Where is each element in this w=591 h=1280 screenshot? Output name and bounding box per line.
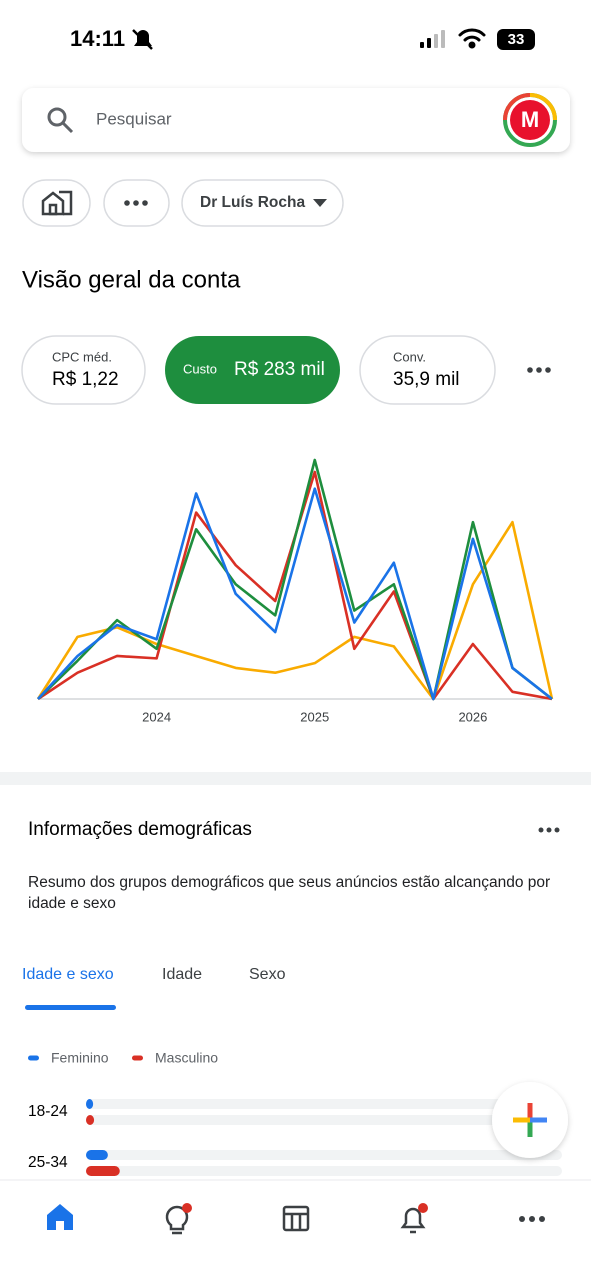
series-line	[37, 458, 553, 701]
metric-value: R$ 283 mil	[234, 359, 325, 380]
tab[interactable]: Sexo	[249, 966, 286, 983]
bar-track	[86, 1150, 562, 1160]
mute-icon	[132, 29, 153, 50]
bar	[86, 1166, 120, 1176]
legend-label: Masculino	[155, 1050, 218, 1066]
x-tick-label: 2026	[458, 709, 487, 724]
nav-more[interactable]	[519, 1216, 545, 1222]
bar-track	[86, 1099, 562, 1109]
nav-insights[interactable]	[165, 1203, 192, 1235]
building-icon	[41, 190, 73, 216]
bar	[86, 1099, 94, 1109]
metric-label: Conv.	[393, 349, 426, 364]
card-description: Resumo dos grupos demográficos que seus …	[28, 874, 551, 912]
line-chart: 2024 2025 2026	[36, 458, 554, 724]
row-label: 25-34	[28, 1154, 68, 1171]
tab-active[interactable]: Idade e sexo	[22, 966, 114, 983]
nav-campaigns[interactable]	[282, 1205, 310, 1232]
bar	[86, 1115, 95, 1125]
battery-icon	[497, 29, 535, 50]
metric-card[interactable]	[21, 335, 146, 405]
legend-swatch	[28, 1055, 39, 1061]
divider	[0, 772, 591, 785]
caret-icon	[313, 199, 327, 207]
status-time: 14:11	[70, 26, 125, 51]
bar-track	[86, 1166, 562, 1176]
legend-label: Feminino	[51, 1050, 109, 1066]
x-tick-label: 2025	[300, 709, 329, 724]
section-title: Visão geral da conta	[22, 266, 241, 293]
demographics-chart: Feminino Masculino 18-24 25-34	[28, 1050, 562, 1176]
card-title: Informações demográficas	[28, 819, 252, 840]
account-chip[interactable]	[22, 179, 91, 227]
metric-value: 35,9 mil	[393, 369, 460, 390]
wifi-icon	[458, 28, 486, 49]
tab-indicator	[25, 1005, 116, 1010]
nav-notifications[interactable]	[400, 1203, 428, 1234]
bar	[86, 1150, 108, 1160]
account-dropdown[interactable]	[181, 179, 344, 227]
metric-card-selected[interactable]	[165, 336, 340, 404]
account-name: Dr Luís Rocha	[200, 194, 305, 211]
nav-home[interactable]	[47, 1204, 73, 1230]
legend-swatch	[132, 1055, 143, 1061]
metric-label: Custo	[183, 361, 217, 376]
bar-track	[86, 1115, 562, 1125]
x-tick-label: 2024	[142, 709, 171, 724]
battery-level: 33	[508, 31, 525, 48]
series-line	[37, 470, 553, 701]
search-icon	[47, 107, 74, 134]
metrics-menu[interactable]	[527, 367, 551, 373]
avatar[interactable]: M	[503, 93, 557, 147]
metric-card[interactable]	[359, 335, 496, 405]
dots-icon	[124, 200, 148, 206]
row-label: 18-24	[28, 1103, 68, 1120]
metric-label: CPC méd.	[52, 349, 112, 364]
search-bar[interactable]	[22, 88, 570, 152]
metric-value: R$ 1,22	[52, 369, 119, 390]
card-menu[interactable]	[538, 827, 560, 833]
series-line	[37, 487, 553, 701]
plus-icon	[513, 1103, 547, 1137]
signal-icon	[420, 30, 445, 48]
avatar-letter: M	[521, 107, 539, 132]
series-line	[36, 520, 554, 701]
search-placeholder: Pesquisar	[96, 109, 172, 128]
tab[interactable]: Idade	[162, 966, 202, 983]
